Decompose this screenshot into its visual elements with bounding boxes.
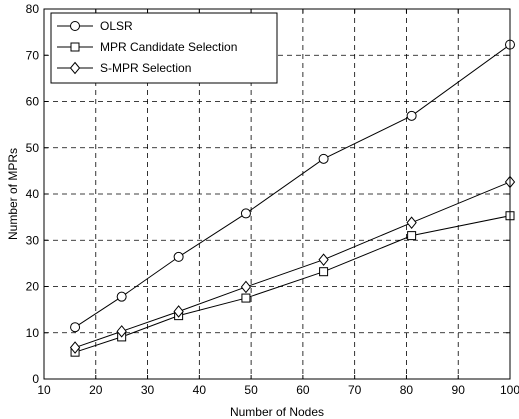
data-point-olsr <box>240 208 251 219</box>
data-point-olsr <box>173 251 184 262</box>
data-point-olsr <box>70 322 81 333</box>
x-tick-label: 50 <box>244 383 258 397</box>
series-olsr <box>70 39 515 333</box>
legend-marker-olsr <box>70 21 80 31</box>
x-tick-label: 80 <box>400 383 414 397</box>
x-tick-label: 60 <box>296 383 310 397</box>
y-tick-label: 50 <box>26 141 40 155</box>
data-point-s-mpr-selection <box>318 253 329 266</box>
data-point-olsr <box>116 291 127 302</box>
x-axis-label: Number of Nodes <box>230 405 324 419</box>
legend-box <box>50 12 278 84</box>
y-tick-label: 30 <box>26 233 40 247</box>
y-tick-label: 0 <box>32 372 39 386</box>
x-tick-label: 20 <box>89 383 103 397</box>
x-tick-label: 10 <box>37 383 51 397</box>
data-point-olsr <box>406 110 417 121</box>
data-point-s-mpr-selection <box>116 325 127 338</box>
y-tick-label: 70 <box>26 48 40 62</box>
series-layer <box>69 39 516 357</box>
y-tick-label: 40 <box>26 187 40 201</box>
data-point-mpr-candidate-selection <box>241 293 251 303</box>
series-s-mpr-selection <box>69 175 516 354</box>
x-tick-label: 30 <box>141 383 155 397</box>
grid <box>44 9 510 379</box>
y-tick-label: 60 <box>26 95 40 109</box>
x-tick-label: 70 <box>348 383 362 397</box>
data-point-s-mpr-selection <box>173 305 184 318</box>
data-point-mpr-candidate-selection <box>319 267 329 277</box>
x-tick-label: 90 <box>452 383 466 397</box>
x-tick-label: 40 <box>193 383 207 397</box>
legend-label-olsr: OLSR <box>100 19 133 33</box>
y-tick-label: 20 <box>26 280 40 294</box>
data-point-s-mpr-selection <box>406 216 417 229</box>
data-point-s-mpr-selection <box>240 280 252 294</box>
y-tick-label: 80 <box>26 2 40 16</box>
legend-marker-mpr-candidate-selection <box>70 42 80 52</box>
data-point-olsr <box>318 153 329 164</box>
x-tick-label: 100 <box>500 383 519 397</box>
legend-marker-s-mpr-selection <box>69 61 81 75</box>
y-axis-label: Number of MPRs <box>6 148 20 240</box>
legend-label-s-mpr-selection: S-MPR Selection <box>100 61 191 75</box>
data-point-mpr-candidate-selection <box>407 231 417 241</box>
data-point-s-mpr-selection <box>69 341 81 354</box>
legend-label-mpr-candidate-selection: MPR Candidate Selection <box>100 40 237 54</box>
y-tick-label: 10 <box>26 326 40 340</box>
legend: OLSR MPR Candidate Selection S-MPR Selecti… <box>50 12 278 84</box>
